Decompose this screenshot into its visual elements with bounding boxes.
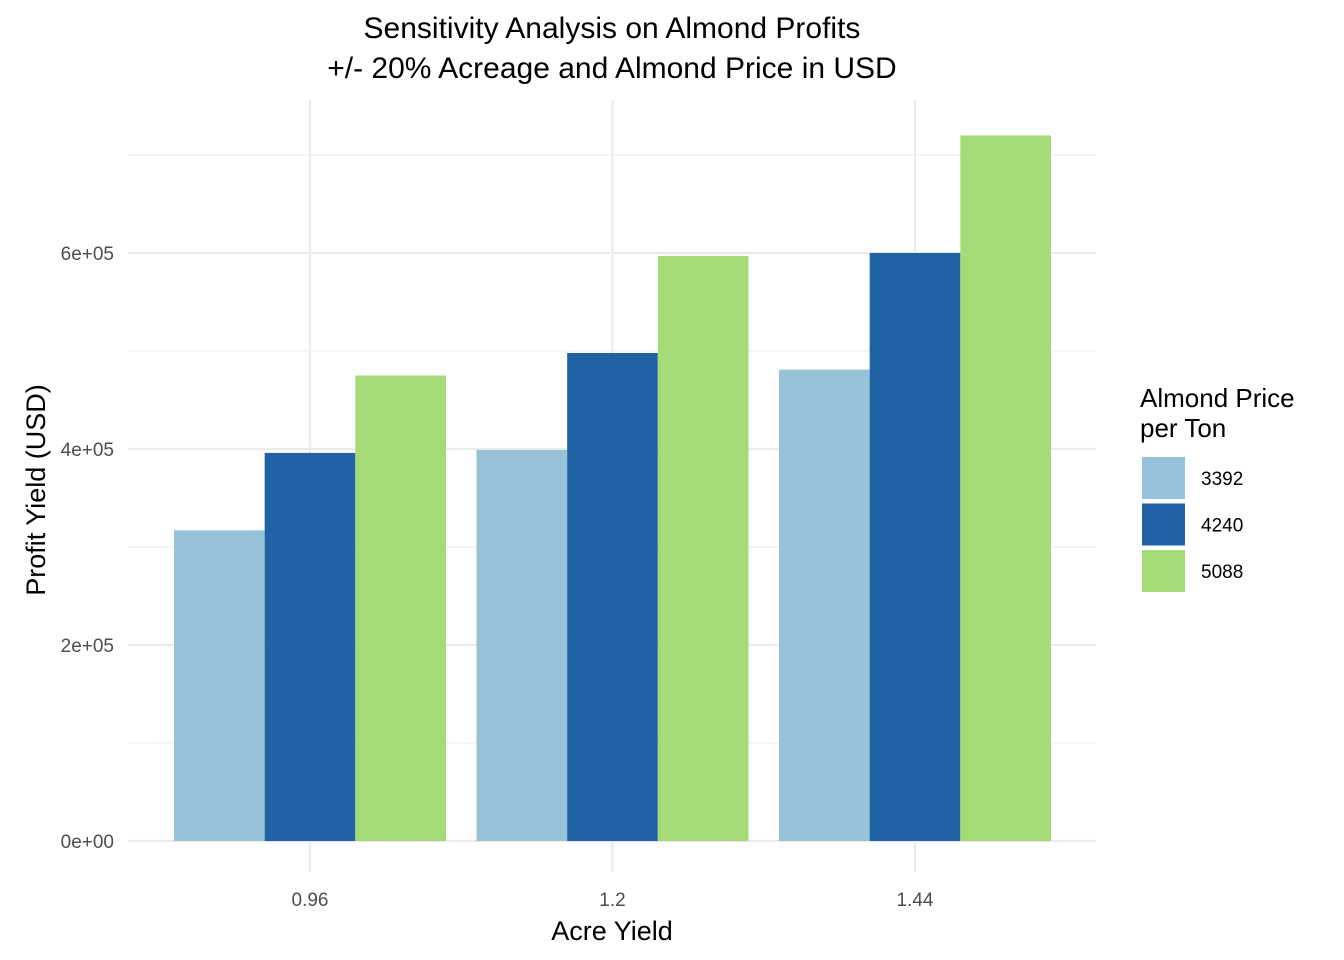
y-tick-label: 0e+00	[61, 832, 114, 853]
x-axis-title: Acre Yield	[551, 916, 673, 946]
legend-title-line-2: per Ton	[1140, 413, 1226, 443]
legend-items: 3392 4240 5088	[1142, 457, 1243, 592]
y-tick-label: 2e+05	[61, 636, 114, 657]
bar-5088-1.2	[657, 255, 749, 841]
bar-3392-1.2	[476, 449, 568, 841]
chart-title: Sensitivity Analysis on Almond Profits +…	[327, 12, 896, 85]
y-tick-label: 4e+05	[61, 440, 114, 461]
chart-title-line-1: Sensitivity Analysis on Almond Profits	[364, 12, 861, 45]
bar-5088-1.44	[960, 135, 1051, 841]
y-axis-ticks: 0e+00 2e+05 4e+05 6e+05	[61, 244, 114, 853]
x-axis-ticks: 0.96 1.2 1.44	[292, 890, 934, 911]
bar-5088-0.96	[355, 375, 446, 841]
bar-4240-0.96	[264, 452, 356, 841]
y-axis-title: Profit Yield (USD)	[21, 384, 51, 596]
bar-3392-1.44	[779, 369, 870, 841]
plot-area: 0e+00 2e+05 4e+05 6e+05 0.96 1.2 1.44	[61, 100, 1096, 911]
legend-title-line-1: Almond Price	[1140, 383, 1295, 413]
bar-3392-0.96	[174, 530, 265, 841]
legend-swatch-5088	[1142, 550, 1185, 592]
bars	[174, 135, 1051, 841]
legend-label-5088: 5088	[1201, 562, 1243, 583]
legend-swatch-3392	[1142, 457, 1185, 499]
bar-4240-1.44	[869, 253, 961, 841]
x-tick-label: 0.96	[292, 890, 329, 911]
chart-title-line-2: +/- 20% Acreage and Almond Price in USD	[327, 52, 896, 85]
y-tick-label: 6e+05	[61, 244, 114, 265]
legend-swatch-4240	[1142, 503, 1185, 546]
x-tick-label: 1.44	[897, 890, 934, 911]
legend: Almond Price per Ton 3392 4240 5088	[1140, 383, 1295, 592]
bar-4240-1.2	[567, 352, 658, 841]
legend-label-3392: 3392	[1201, 469, 1243, 490]
x-tick-label: 1.2	[599, 890, 625, 911]
legend-label-4240: 4240	[1201, 516, 1243, 537]
